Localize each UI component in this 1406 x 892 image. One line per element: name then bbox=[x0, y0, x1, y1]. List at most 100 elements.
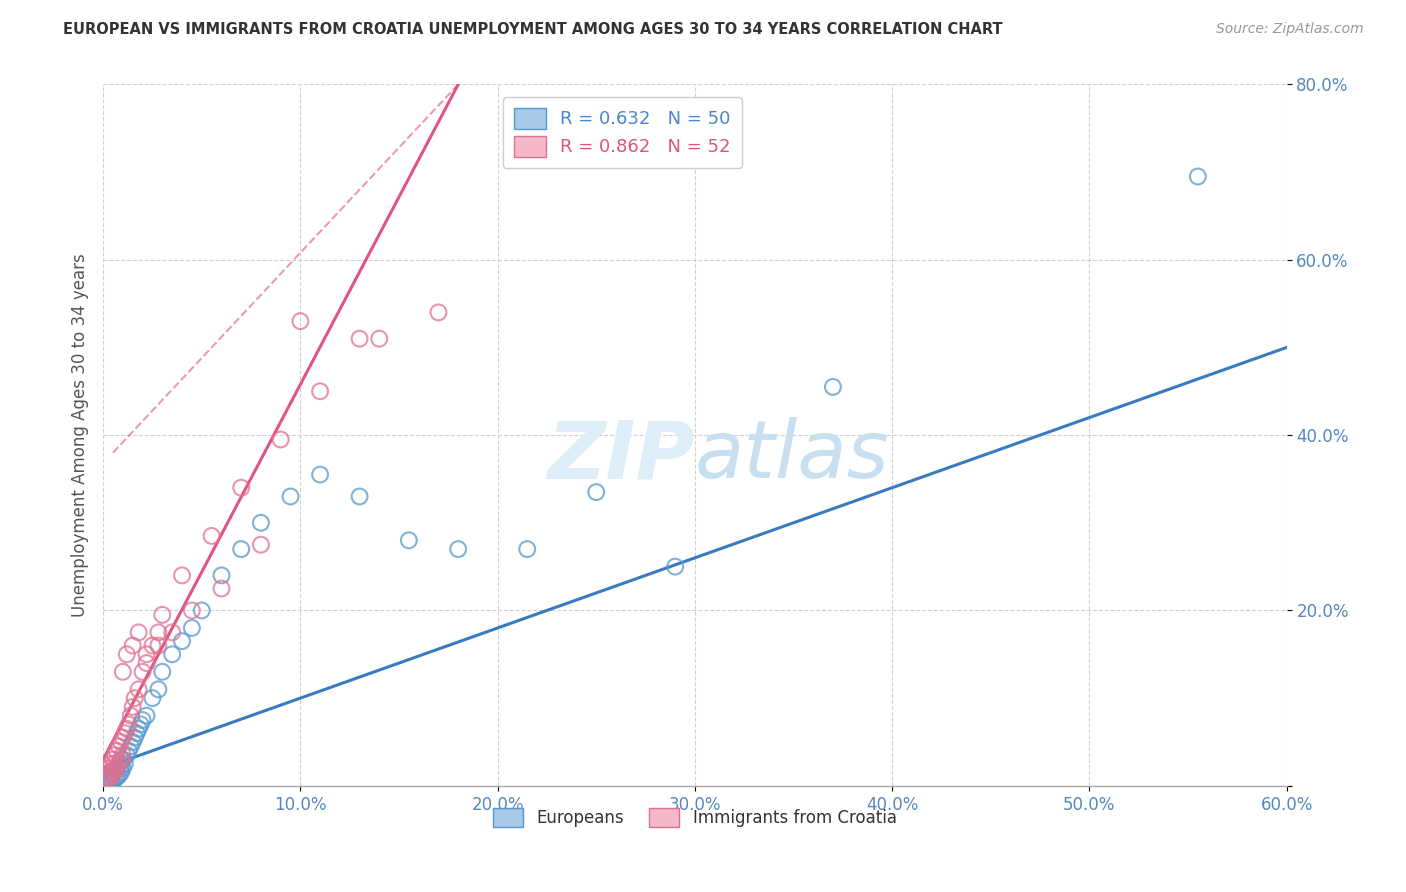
Point bbox=[115, 748, 138, 763]
Point bbox=[111, 761, 134, 775]
Point bbox=[180, 603, 202, 617]
Point bbox=[101, 768, 124, 782]
Point bbox=[100, 768, 122, 782]
Point bbox=[110, 735, 132, 749]
Point bbox=[124, 691, 146, 706]
Point bbox=[121, 639, 143, 653]
Point bbox=[148, 639, 170, 653]
Point bbox=[131, 713, 153, 727]
Text: Source: ZipAtlas.com: Source: ZipAtlas.com bbox=[1216, 22, 1364, 37]
Point bbox=[290, 314, 312, 328]
Point bbox=[121, 699, 143, 714]
Point bbox=[447, 542, 470, 557]
Point bbox=[398, 533, 420, 548]
Point bbox=[128, 722, 150, 736]
Point bbox=[96, 776, 118, 790]
Point bbox=[160, 648, 183, 662]
Point bbox=[349, 332, 371, 346]
Point bbox=[170, 568, 193, 582]
Point bbox=[101, 763, 124, 777]
Point bbox=[94, 774, 117, 789]
Point bbox=[115, 722, 138, 736]
Point bbox=[148, 682, 170, 697]
Point bbox=[231, 481, 253, 495]
Point bbox=[280, 490, 302, 504]
Point bbox=[150, 607, 173, 622]
Point bbox=[98, 775, 121, 789]
Point bbox=[114, 756, 136, 771]
Legend: Europeans, Immigrants from Croatia: Europeans, Immigrants from Croatia bbox=[486, 801, 903, 833]
Text: EUROPEAN VS IMMIGRANTS FROM CROATIA UNEMPLOYMENT AMONG AGES 30 TO 34 YEARS CORRE: EUROPEAN VS IMMIGRANTS FROM CROATIA UNEM… bbox=[63, 22, 1002, 37]
Point bbox=[118, 717, 141, 731]
Point bbox=[101, 774, 124, 789]
Point bbox=[201, 529, 224, 543]
Point bbox=[309, 467, 332, 482]
Point bbox=[190, 603, 212, 617]
Point bbox=[131, 665, 153, 679]
Point bbox=[250, 538, 273, 552]
Point bbox=[121, 735, 143, 749]
Point bbox=[111, 731, 134, 745]
Text: ZIP: ZIP bbox=[547, 417, 695, 495]
Point bbox=[250, 516, 273, 530]
Point bbox=[211, 582, 233, 596]
Point bbox=[368, 332, 391, 346]
Point bbox=[120, 739, 142, 754]
Point bbox=[114, 726, 136, 740]
Point bbox=[148, 625, 170, 640]
Point bbox=[111, 752, 134, 766]
Point bbox=[111, 748, 134, 763]
Point bbox=[104, 772, 127, 786]
Point bbox=[98, 761, 121, 775]
Point bbox=[349, 490, 371, 504]
Point bbox=[104, 748, 127, 763]
Point bbox=[664, 559, 686, 574]
Point bbox=[128, 625, 150, 640]
Point bbox=[135, 656, 157, 670]
Point bbox=[100, 765, 122, 780]
Point bbox=[135, 648, 157, 662]
Point bbox=[516, 542, 538, 557]
Point bbox=[100, 773, 122, 788]
Point bbox=[427, 305, 450, 319]
Point bbox=[170, 634, 193, 648]
Point bbox=[110, 759, 132, 773]
Point bbox=[141, 691, 163, 706]
Point bbox=[104, 763, 127, 777]
Point bbox=[585, 485, 607, 500]
Point bbox=[94, 774, 117, 789]
Point bbox=[96, 772, 118, 786]
Point bbox=[270, 433, 292, 447]
Point bbox=[309, 384, 332, 399]
Point bbox=[98, 770, 121, 784]
Point bbox=[124, 731, 146, 745]
Point bbox=[101, 752, 124, 766]
Y-axis label: Unemployment Among Ages 30 to 34 years: Unemployment Among Ages 30 to 34 years bbox=[72, 253, 89, 617]
Point bbox=[105, 770, 128, 784]
Point bbox=[105, 761, 128, 775]
Point bbox=[150, 665, 173, 679]
Point bbox=[231, 542, 253, 557]
Point bbox=[135, 708, 157, 723]
Point bbox=[96, 772, 118, 786]
Point bbox=[1187, 169, 1209, 184]
Point bbox=[180, 621, 202, 635]
Point bbox=[94, 770, 117, 784]
Point bbox=[120, 708, 142, 723]
Point bbox=[129, 717, 152, 731]
Point bbox=[108, 739, 131, 754]
Point bbox=[105, 761, 128, 775]
Point bbox=[110, 752, 132, 766]
Point bbox=[115, 648, 138, 662]
Point bbox=[108, 768, 131, 782]
Point bbox=[101, 765, 124, 780]
Point bbox=[118, 744, 141, 758]
Point bbox=[110, 765, 132, 780]
Point bbox=[125, 726, 148, 740]
Point bbox=[108, 756, 131, 771]
Point bbox=[160, 625, 183, 640]
Point bbox=[96, 765, 118, 780]
Point bbox=[104, 756, 127, 771]
Point bbox=[105, 744, 128, 758]
Point bbox=[128, 682, 150, 697]
